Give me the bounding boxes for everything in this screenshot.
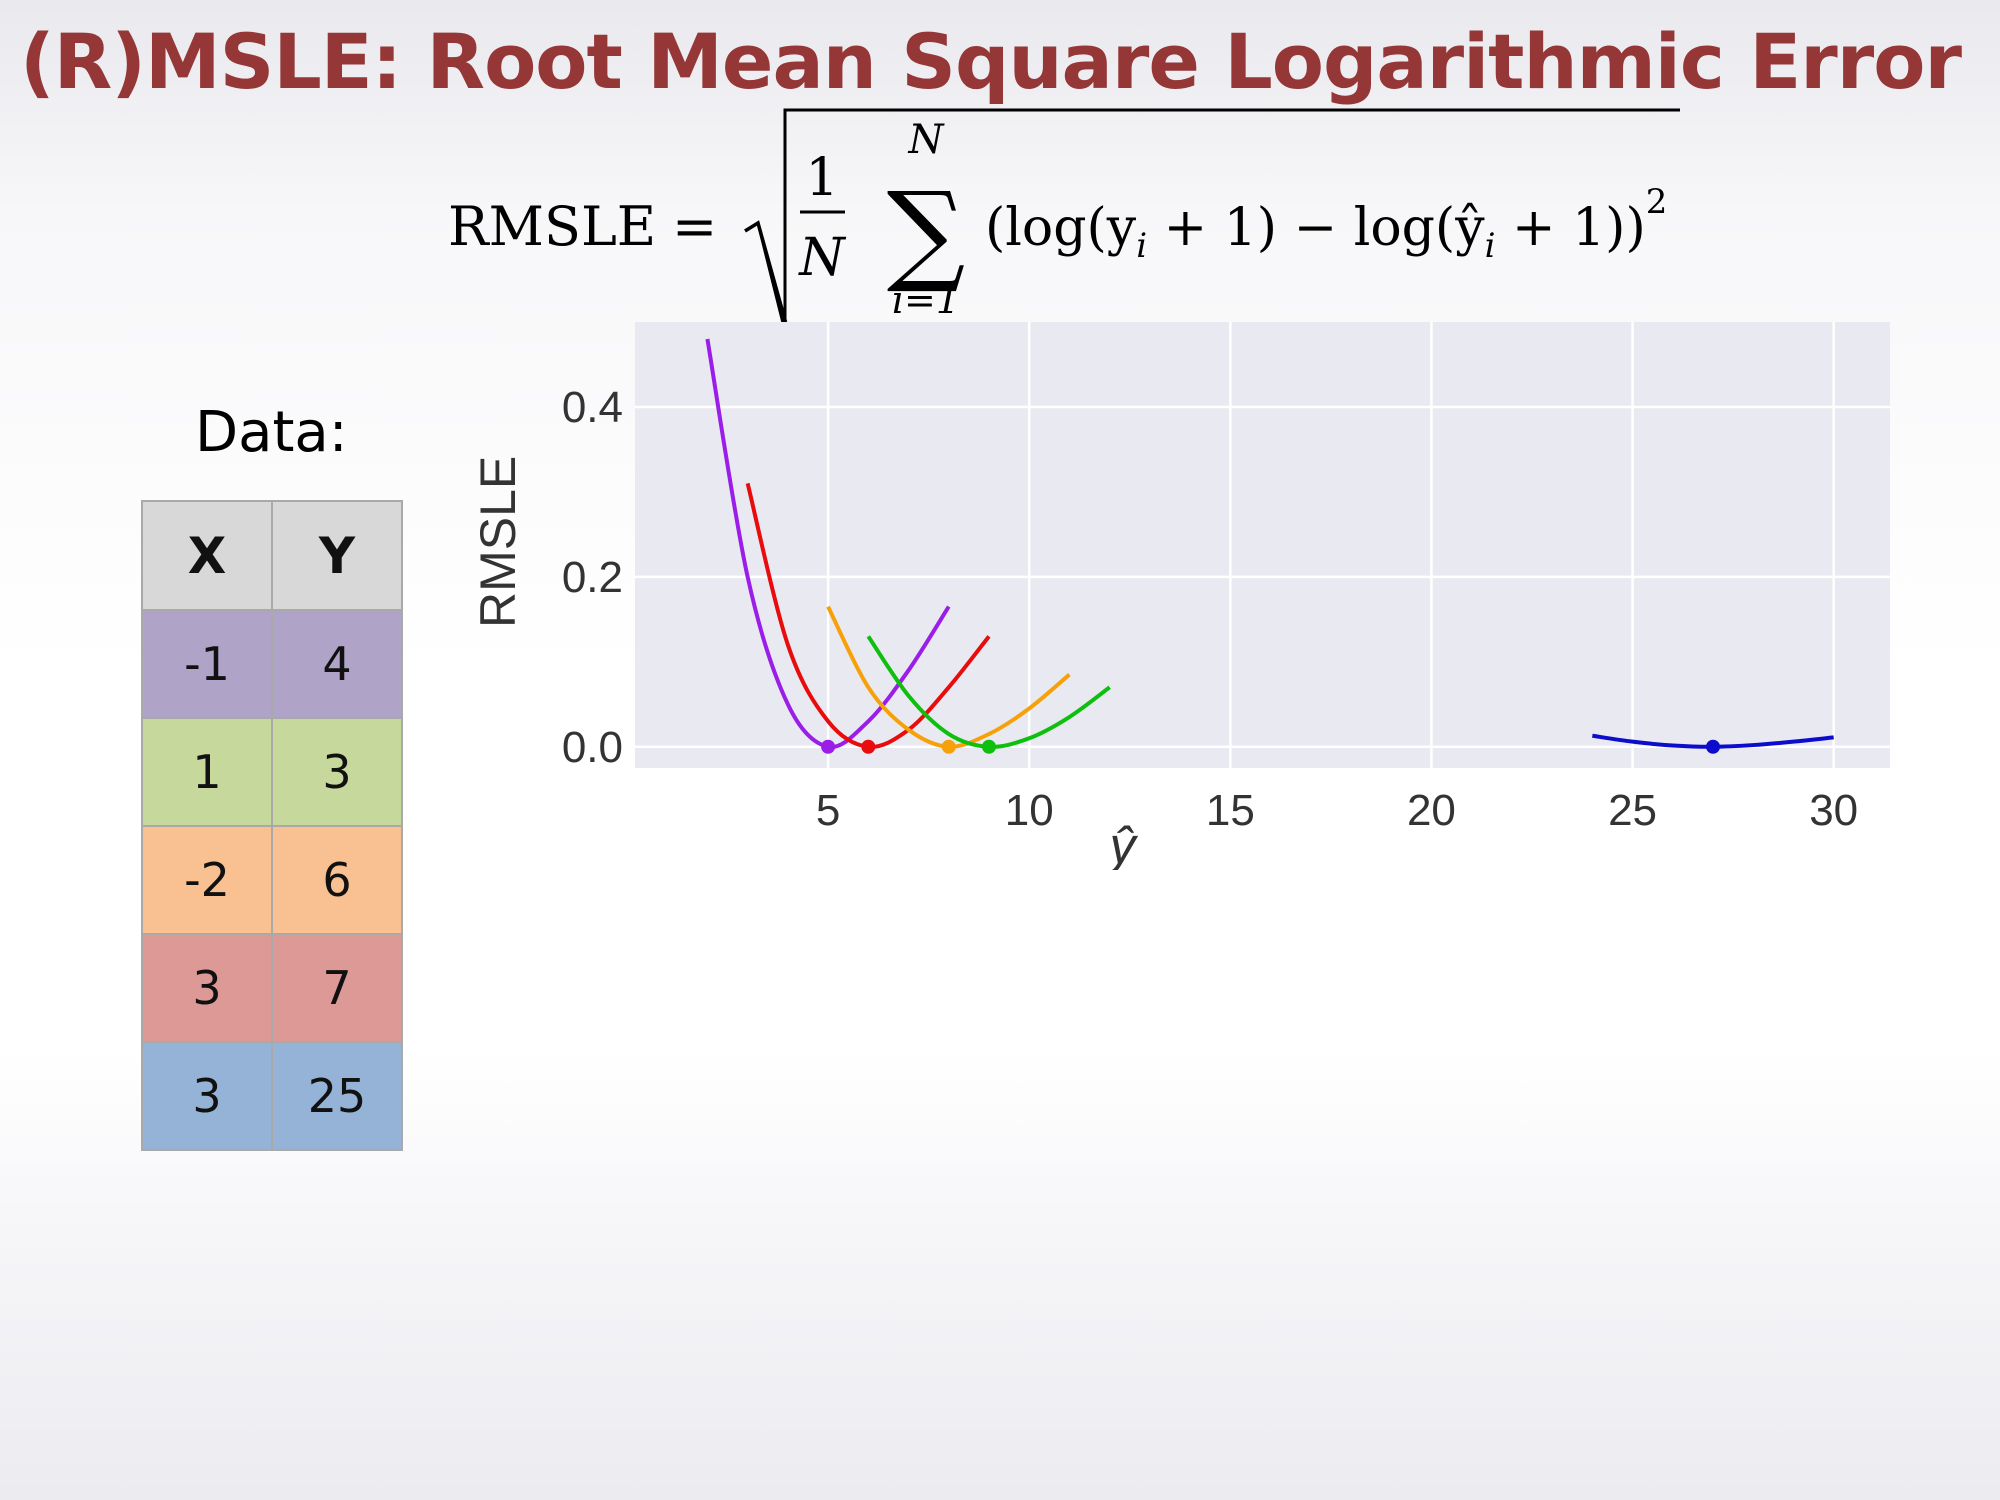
x-tick-label: 30: [1809, 786, 1858, 835]
cell-y: 6: [271, 825, 403, 935]
y-tick-label: 0.2: [562, 553, 623, 602]
sum-lower-limit: i=1: [892, 278, 960, 322]
x-tick-label: 5: [816, 786, 840, 835]
cell-y: 3: [271, 717, 403, 827]
table-header-row: X Y: [141, 500, 403, 611]
cell-x: 1: [141, 717, 273, 827]
cell-y: 4: [271, 609, 403, 719]
minimum-point-1: [821, 739, 836, 754]
y-axis-label: RMSLE: [470, 456, 526, 628]
rmsle-formula: RMSLE = 1 N N ∑ i=1 (log(yi + 1) − log(ŷ…: [448, 108, 1680, 325]
minimum-point-3: [941, 739, 956, 754]
data-heading: Data:: [195, 400, 348, 465]
minimum-point-4: [981, 739, 996, 754]
x-tick-label: 10: [1005, 786, 1054, 835]
table-row: 3 25: [141, 1041, 403, 1151]
x-tick-label: 25: [1608, 786, 1657, 835]
formula-body: (log(yi + 1) − log(ŷi + 1))2: [985, 182, 1667, 266]
cell-x: -1: [141, 609, 273, 719]
series-line-2: [745, 482, 991, 749]
sum-sign: ∑: [887, 168, 966, 296]
cell-y: 25: [271, 1041, 403, 1151]
cell-x: 3: [141, 1041, 273, 1151]
table-row: -2 6: [141, 825, 403, 935]
formula-equals: =: [672, 195, 717, 258]
column-header-x: X: [141, 500, 273, 611]
y-tick-label: 0.4: [562, 383, 623, 432]
table-row: -1 4: [141, 609, 403, 719]
minimum-point-5: [1706, 739, 1721, 754]
rmsle-chart: 5 10 15 20 25 30 0.0 0.2 0.4 ŷ RMSLE: [470, 322, 1890, 870]
plot-area: [635, 322, 1890, 768]
slide-title: (R)MSLE: Root Mean Square Logarithmic Er…: [20, 17, 1962, 106]
data-table: X Y -1 4 1 3 -2 6 3 7 3 25: [141, 500, 403, 1151]
series-group: [705, 338, 1834, 754]
formula-lhs: RMSLE: [448, 195, 656, 258]
x-tick-label: 20: [1407, 786, 1456, 835]
table-row: 3 7: [141, 933, 403, 1043]
fraction-numerator: 1: [805, 148, 838, 208]
sum-upper-limit: N: [908, 117, 946, 163]
cell-x: 3: [141, 933, 273, 1043]
y-tick-label: 0.0: [562, 723, 623, 772]
x-tick-label: 15: [1206, 786, 1255, 835]
table-row: 1 3: [141, 717, 403, 827]
minimum-point-2: [861, 739, 876, 754]
y-tick-labels: 0.0 0.2 0.4: [562, 383, 623, 772]
cell-x: -2: [141, 825, 273, 935]
cell-y: 7: [271, 933, 403, 1043]
x-axis-label: ŷ: [1107, 817, 1139, 870]
fraction-denominator: N: [797, 228, 846, 288]
series-line-1: [705, 338, 951, 750]
x-tick-labels: 5 10 15 20 25 30: [816, 786, 1858, 835]
column-header-y: Y: [271, 500, 403, 611]
